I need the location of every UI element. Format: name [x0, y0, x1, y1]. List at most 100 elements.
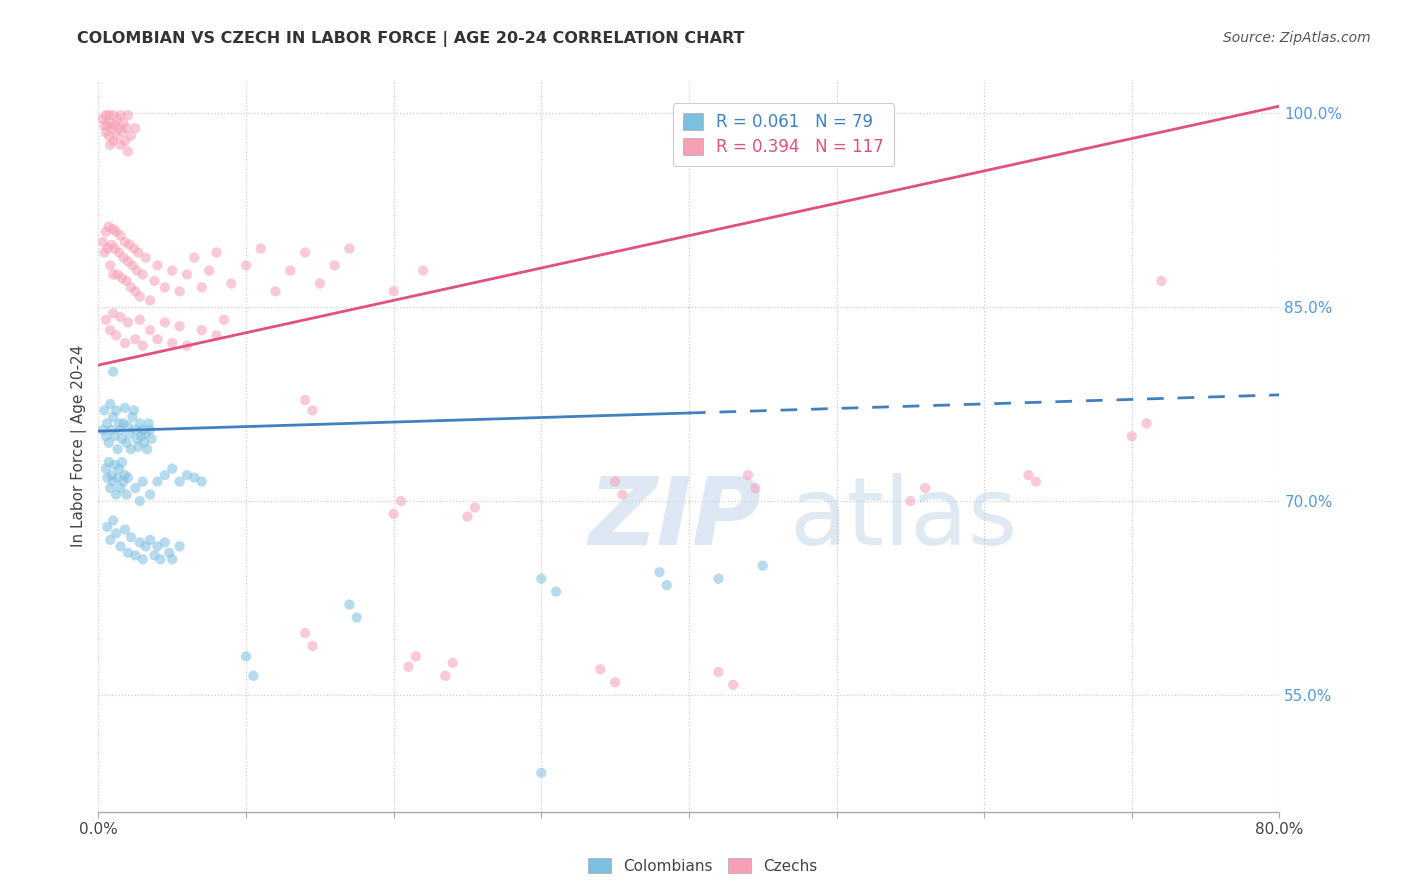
Point	[464, 500, 486, 515]
Point	[125, 263, 148, 277]
Point	[97, 108, 120, 122]
Point	[132, 423, 155, 437]
Point	[110, 138, 132, 153]
Point	[93, 245, 115, 260]
Point	[103, 365, 125, 379]
Point	[183, 251, 205, 265]
Point	[118, 426, 141, 441]
Point	[97, 435, 120, 450]
Point	[157, 546, 180, 560]
Point	[103, 268, 125, 282]
Point	[105, 403, 128, 417]
Point	[111, 432, 134, 446]
Point	[389, 494, 412, 508]
Point	[124, 285, 146, 299]
Point	[112, 251, 135, 265]
Point	[121, 409, 143, 424]
Point	[91, 423, 114, 437]
Point	[143, 274, 166, 288]
Point	[250, 242, 273, 256]
Point	[115, 487, 138, 501]
Point	[104, 242, 127, 256]
Point	[139, 487, 162, 501]
Point	[94, 429, 117, 443]
Point	[124, 121, 146, 136]
Point	[1136, 417, 1159, 431]
Point	[127, 440, 149, 454]
Point	[176, 468, 198, 483]
Text: atlas: atlas	[789, 473, 1018, 566]
Point	[100, 468, 122, 483]
Point	[900, 494, 922, 508]
Point	[146, 332, 169, 346]
Point	[382, 507, 405, 521]
Point	[110, 310, 132, 325]
Point	[117, 145, 139, 159]
Point	[744, 481, 766, 495]
Point	[146, 259, 169, 273]
Point	[294, 392, 316, 407]
Legend: Colombians, Czechs: Colombians, Czechs	[582, 852, 824, 880]
Point	[737, 468, 759, 483]
Point	[235, 649, 257, 664]
Point	[94, 461, 117, 475]
Point	[96, 119, 118, 133]
Point	[128, 417, 150, 431]
Point	[191, 323, 214, 337]
Point	[294, 626, 316, 640]
Point	[132, 268, 155, 282]
Point	[117, 254, 139, 268]
Point	[103, 134, 125, 148]
Point	[120, 530, 142, 544]
Point	[134, 435, 156, 450]
Point	[139, 293, 162, 308]
Point	[94, 225, 117, 239]
Point	[103, 108, 125, 122]
Point	[169, 475, 191, 489]
Point	[124, 332, 146, 346]
Point	[153, 535, 176, 549]
Point	[141, 432, 163, 446]
Legend: R = 0.061   N = 79, R = 0.394   N = 117: R = 0.061 N = 79, R = 0.394 N = 117	[673, 103, 894, 166]
Point	[93, 403, 115, 417]
Point	[114, 235, 136, 249]
Point	[104, 429, 127, 443]
Point	[235, 259, 257, 273]
Point	[117, 546, 139, 560]
Point	[339, 242, 361, 256]
Point	[752, 558, 775, 573]
Point	[107, 268, 129, 282]
Point	[98, 138, 121, 153]
Point	[264, 285, 287, 299]
Point	[301, 639, 323, 653]
Point	[110, 108, 132, 122]
Point	[135, 426, 157, 441]
Point	[112, 417, 135, 431]
Point	[108, 245, 131, 260]
Point	[294, 245, 316, 260]
Point	[120, 280, 142, 294]
Point	[309, 277, 332, 291]
Point	[108, 121, 131, 136]
Point	[111, 455, 134, 469]
Point	[121, 259, 143, 273]
Point	[105, 526, 128, 541]
Point	[146, 539, 169, 553]
Point	[105, 487, 128, 501]
Point	[128, 494, 150, 508]
Point	[589, 662, 612, 676]
Y-axis label: In Labor Force | Age 20-24: In Labor Force | Age 20-24	[72, 345, 87, 547]
Point	[103, 513, 125, 527]
Point	[96, 471, 118, 485]
Point	[114, 468, 136, 483]
Point	[162, 461, 183, 475]
Text: COLOMBIAN VS CZECH IN LABOR FORCE | AGE 20-24 CORRELATION CHART: COLOMBIAN VS CZECH IN LABOR FORCE | AGE …	[77, 31, 745, 47]
Point	[98, 116, 121, 130]
Point	[132, 552, 155, 566]
Point	[127, 245, 149, 260]
Point	[530, 572, 553, 586]
Point	[117, 315, 139, 329]
Point	[114, 523, 136, 537]
Point	[128, 535, 150, 549]
Text: ZIP: ZIP	[589, 473, 762, 566]
